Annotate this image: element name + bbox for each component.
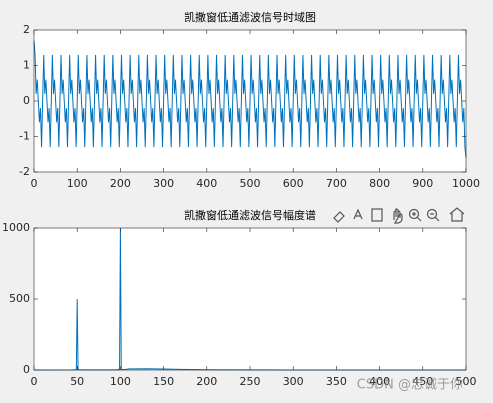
home-icon[interactable]: [449, 207, 465, 222]
y-tick-label: -2: [19, 165, 30, 178]
x-tick-label: 0: [31, 375, 38, 388]
x-tick-label: 300: [153, 177, 174, 190]
x-tick-label: 400: [369, 375, 390, 388]
brush-icon[interactable]: [333, 211, 345, 223]
toolbar: [333, 207, 465, 224]
x-tick-label: 200: [110, 177, 131, 190]
zoom-in-icon[interactable]: [408, 208, 420, 220]
zoom-out-icon[interactable]: [426, 208, 438, 220]
y-tick-label: 1000: [2, 221, 30, 234]
x-tick-label: 350: [326, 375, 347, 388]
x-tick-label: 450: [412, 375, 433, 388]
data-line: [33, 40, 467, 158]
chart-title: 凯撒窗低通滤波信号幅度谱: [184, 208, 316, 222]
x-tick-label: 50: [70, 375, 84, 388]
datatip-icon[interactable]: [353, 208, 363, 220]
x-tick-label: 100: [110, 375, 131, 388]
x-tick-label: 400: [196, 177, 217, 190]
chart-title: 凯撒窗低通滤波信号时域图: [184, 10, 316, 24]
y-tick-label: 2: [23, 23, 30, 36]
pan-icon[interactable]: [393, 208, 403, 224]
x-tick-label: 300: [283, 375, 304, 388]
watermark: CSDN @忠诚于你: [357, 378, 463, 393]
x-tick-label: 100: [67, 177, 88, 190]
x-tick-label: 250: [240, 375, 261, 388]
y-tick-label: -1: [19, 130, 30, 143]
x-tick-label: 700: [326, 177, 347, 190]
y-tick-label: 500: [9, 292, 30, 305]
x-tick-label: 900: [412, 177, 433, 190]
legend-icon[interactable]: [371, 208, 383, 222]
x-tick-label: 600: [283, 177, 304, 190]
x-tick-label: 150: [153, 375, 174, 388]
y-tick-label: 1: [23, 59, 30, 72]
x-tick-label: 0: [31, 177, 38, 190]
x-tick-label: 200: [196, 375, 217, 388]
x-tick-label: 500: [456, 375, 477, 388]
axes-background: [34, 228, 466, 370]
y-tick-label: 0: [23, 363, 30, 376]
y-tick-label: 0: [23, 94, 30, 107]
x-tick-label: 800: [369, 177, 390, 190]
x-tick-label: 500: [240, 177, 261, 190]
x-tick-label: 1000: [452, 177, 480, 190]
